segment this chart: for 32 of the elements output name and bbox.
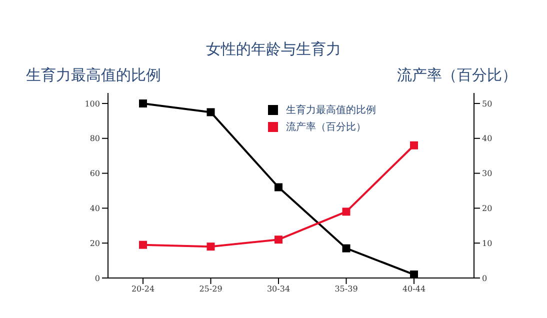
y2-tick-label: 50: [482, 99, 492, 108]
point: [274, 236, 282, 244]
point: [274, 183, 282, 192]
x-tick-label: 30-34: [266, 284, 290, 294]
y2-axis-title: 流产率（百分比）: [397, 66, 517, 85]
y-axis-title: 生育力最高值的比例: [26, 66, 161, 85]
y-tick-label: 0: [94, 274, 100, 283]
point: [139, 240, 147, 249]
y2-tick-label: 0: [482, 274, 488, 283]
x-tick-label: 20-24: [131, 284, 155, 294]
point: [410, 270, 418, 278]
point: [410, 141, 418, 150]
y2-tick-label: 30: [482, 169, 492, 178]
y-tick-label: 40: [90, 204, 100, 214]
y-tick-label: 20: [90, 238, 100, 248]
x-tick-label: 40-44: [402, 284, 426, 294]
point: [139, 99, 147, 108]
point: [206, 242, 215, 251]
y-tick-label: 80: [90, 134, 100, 144]
y2-tick-label: 20: [482, 204, 492, 214]
y2-tick-label: 10: [482, 238, 492, 248]
y-tick-label: 60: [90, 169, 100, 178]
point: [342, 244, 350, 252]
y2-tick-label: 40: [482, 134, 492, 144]
legend-label: 流产率（百分比）: [286, 120, 366, 134]
point: [342, 208, 350, 216]
x-tick-label: 35-39: [334, 284, 358, 294]
point: [206, 108, 215, 116]
y-tick-label: 100: [84, 99, 100, 108]
legend-label: 生育力最高值的比例: [286, 104, 376, 117]
x-tick-label: 25-29: [199, 284, 222, 294]
chart-title: 女性的年龄与生育力: [205, 40, 342, 59]
